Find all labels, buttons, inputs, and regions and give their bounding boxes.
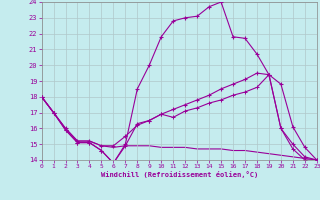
X-axis label: Windchill (Refroidissement éolien,°C): Windchill (Refroidissement éolien,°C) [100, 171, 258, 178]
